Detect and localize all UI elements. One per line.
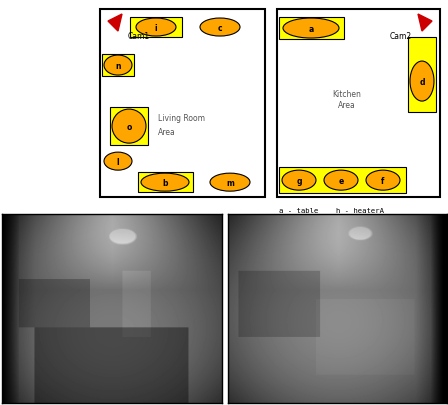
Text: e - sink     n - small table: e - sink n - small table <box>279 260 401 266</box>
Ellipse shape <box>283 19 339 39</box>
Ellipse shape <box>282 171 316 191</box>
Text: l: l <box>116 157 119 166</box>
Bar <box>279 168 406 194</box>
Bar <box>277 10 440 198</box>
Text: n: n <box>115 62 121 70</box>
Text: e: e <box>338 176 344 185</box>
Text: b: b <box>162 178 168 187</box>
Ellipse shape <box>210 174 250 192</box>
Ellipse shape <box>112 110 146 144</box>
Text: Living Room: Living Room <box>158 113 205 122</box>
Text: d: d <box>419 77 425 86</box>
Polygon shape <box>108 15 122 32</box>
Ellipse shape <box>324 171 358 191</box>
Ellipse shape <box>141 174 189 192</box>
Bar <box>110 108 148 146</box>
Ellipse shape <box>366 171 400 191</box>
Text: c - entry    l - heaterB: c - entry l - heaterB <box>279 234 384 240</box>
Ellipse shape <box>200 19 240 37</box>
Text: m: m <box>226 178 234 187</box>
Bar <box>138 173 193 193</box>
Text: c: c <box>218 23 222 32</box>
Ellipse shape <box>104 153 132 171</box>
Text: Cam1: Cam1 <box>128 32 150 41</box>
Text: d - pantry  m - doorA: d - pantry m - doorA <box>279 247 371 253</box>
Text: o: o <box>126 122 132 131</box>
Text: Area: Area <box>158 127 176 136</box>
Text: Kitchen
Area: Kitchen Area <box>332 90 362 110</box>
Bar <box>279 18 344 40</box>
Text: Cam2: Cam2 <box>390 32 412 41</box>
Text: b - sofa     i - tv: b - sofa i - tv <box>279 221 362 227</box>
Text: a: a <box>308 24 314 34</box>
Text: g - fridge: g - fridge <box>279 286 323 292</box>
Text: a - table    h - heaterA: a - table h - heaterA <box>279 208 384 214</box>
Bar <box>408 38 436 113</box>
Text: i: i <box>155 23 157 32</box>
Bar <box>102 55 134 77</box>
Bar <box>100 10 265 198</box>
Ellipse shape <box>136 19 176 37</box>
Text: f: f <box>381 176 385 185</box>
Ellipse shape <box>410 62 434 102</box>
Polygon shape <box>418 15 432 32</box>
Ellipse shape <box>104 56 132 76</box>
Text: g: g <box>296 176 302 185</box>
Bar <box>130 18 182 38</box>
Text: f - cooker  o - chair: f - cooker o - chair <box>279 273 371 279</box>
